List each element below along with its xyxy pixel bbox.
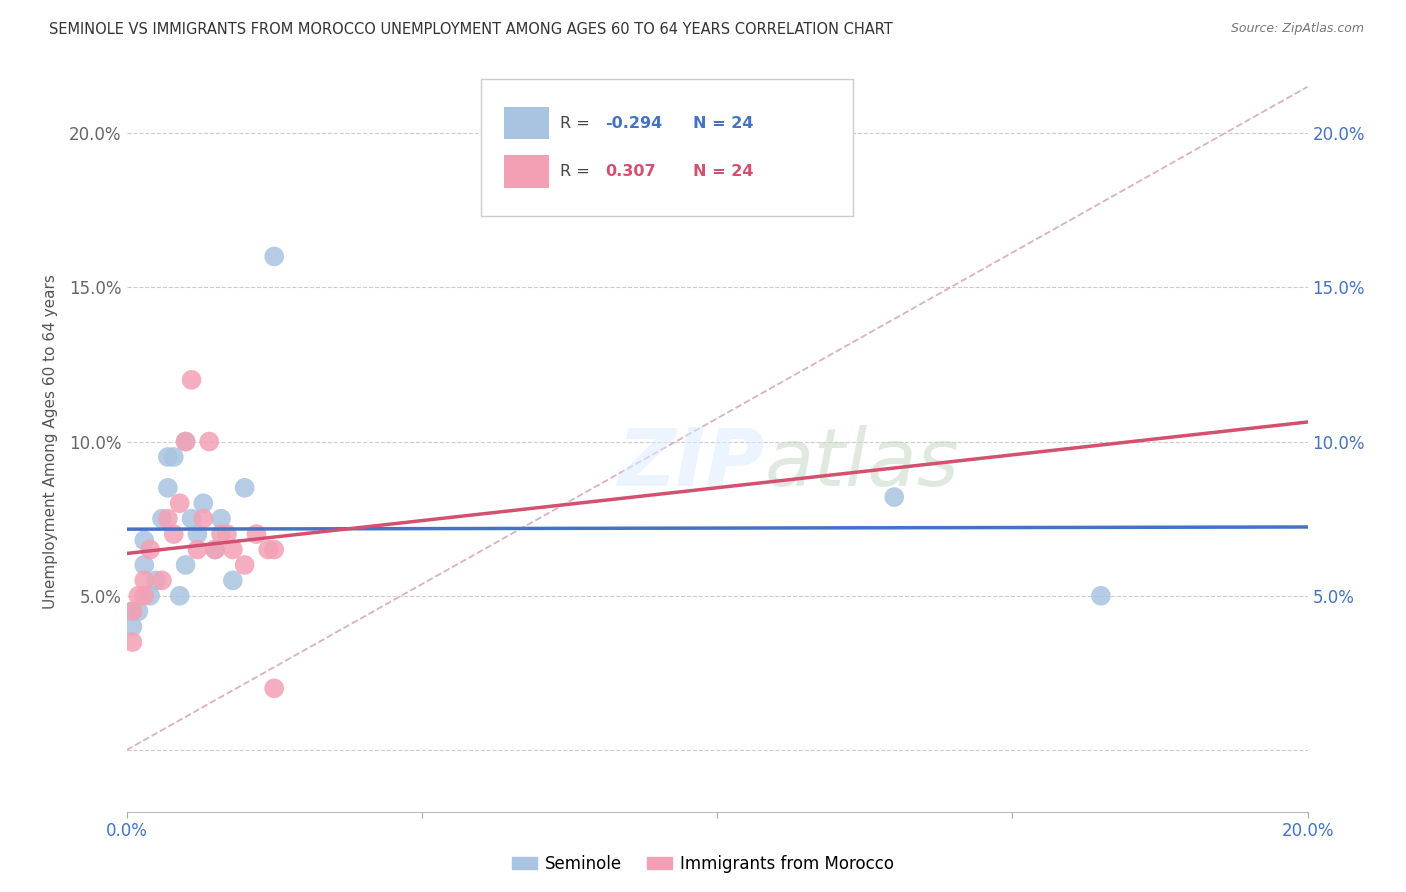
Text: R =: R = <box>560 164 595 178</box>
Point <box>263 681 285 696</box>
Text: SEMINOLE VS IMMIGRANTS FROM MOROCCO UNEMPLOYMENT AMONG AGES 60 TO 64 YEARS CORRE: SEMINOLE VS IMMIGRANTS FROM MOROCCO UNEM… <box>49 22 893 37</box>
Y-axis label: Unemployment Among Ages 60 to 64 years: Unemployment Among Ages 60 to 64 years <box>44 274 58 609</box>
Point <box>121 635 143 649</box>
Point <box>174 434 197 449</box>
Point <box>139 542 162 557</box>
Point <box>121 619 143 633</box>
Point <box>204 542 226 557</box>
FancyBboxPatch shape <box>505 155 550 187</box>
Point <box>163 450 186 464</box>
Text: -0.294: -0.294 <box>605 116 662 131</box>
Text: N = 24: N = 24 <box>693 116 754 131</box>
Text: Source: ZipAtlas.com: Source: ZipAtlas.com <box>1230 22 1364 36</box>
Point <box>209 511 232 525</box>
Point <box>150 574 173 588</box>
Point <box>204 542 226 557</box>
Point <box>257 542 280 557</box>
Point <box>209 527 232 541</box>
FancyBboxPatch shape <box>505 107 550 139</box>
Point <box>169 589 191 603</box>
Point <box>156 511 179 525</box>
Point <box>134 574 156 588</box>
Point <box>222 542 245 557</box>
Point <box>121 604 143 618</box>
Text: ZIP: ZIP <box>617 425 765 503</box>
Text: R =: R = <box>560 116 595 131</box>
Point <box>186 542 208 557</box>
Point <box>215 527 238 541</box>
Point <box>263 542 285 557</box>
Point <box>263 250 285 264</box>
Point <box>883 490 905 504</box>
Point <box>127 589 149 603</box>
Point <box>139 589 162 603</box>
Point <box>163 527 186 541</box>
Point <box>156 481 179 495</box>
Legend: Seminole, Immigrants from Morocco: Seminole, Immigrants from Morocco <box>505 848 901 880</box>
Point <box>222 574 245 588</box>
Point <box>186 527 208 541</box>
Point <box>180 373 202 387</box>
Point <box>134 558 156 572</box>
Point <box>134 589 156 603</box>
Point <box>174 434 197 449</box>
Point <box>245 527 267 541</box>
Point <box>1090 589 1112 603</box>
Point <box>127 604 149 618</box>
Point <box>180 511 202 525</box>
Text: 0.307: 0.307 <box>605 164 655 178</box>
Point <box>145 574 167 588</box>
Point <box>134 533 156 548</box>
Point <box>150 511 173 525</box>
Point <box>156 450 179 464</box>
Point <box>169 496 191 510</box>
Text: N = 24: N = 24 <box>693 164 754 178</box>
Point <box>198 434 221 449</box>
FancyBboxPatch shape <box>481 78 853 216</box>
Point <box>233 558 256 572</box>
Point <box>233 481 256 495</box>
Point <box>174 558 197 572</box>
Text: atlas: atlas <box>765 425 959 503</box>
Point <box>121 604 143 618</box>
Point <box>193 496 215 510</box>
Point <box>193 511 215 525</box>
